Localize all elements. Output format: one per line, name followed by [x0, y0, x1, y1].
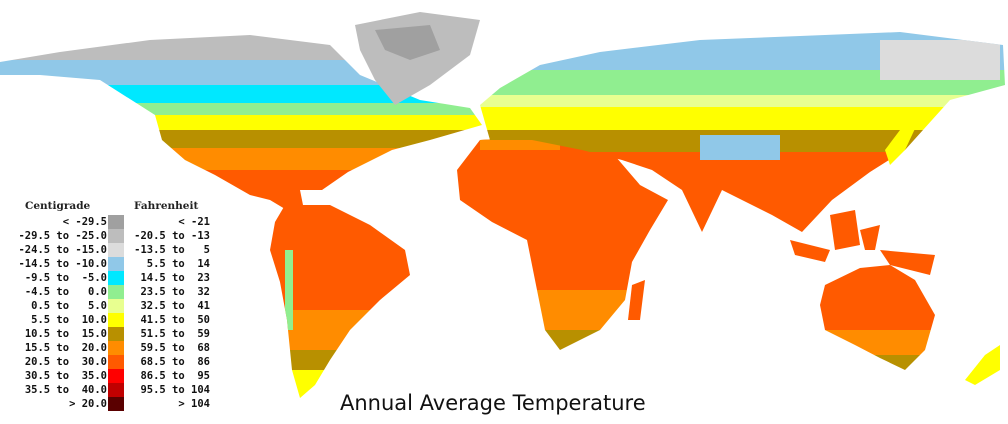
legend-swatch [108, 271, 124, 285]
legend-swatch [108, 383, 124, 397]
legend-swatch [108, 397, 124, 411]
legend-fahrenheit: 14.5 to 23 [140, 272, 210, 284]
legend-centigrade: < -29.5 [62, 216, 107, 228]
legend-swatch [108, 299, 124, 313]
legend-centigrade: 0.5 to 5.0 [31, 300, 107, 312]
legend-row: -14.5 to -10.0 5.5 to 14 [0, 257, 215, 271]
legend-fahrenheit: -20.5 to -13 [134, 230, 210, 242]
legend-row: < -29.5 < -21 [0, 215, 215, 229]
legend-fahrenheit: 41.5 to 50 [140, 314, 210, 326]
legend-fahrenheit: 23.5 to 32 [140, 286, 210, 298]
legend-fahrenheit: 5.5 to 14 [146, 258, 210, 270]
legend-fahrenheit: 51.5 to 59 [140, 328, 210, 340]
legend-swatch [108, 285, 124, 299]
legend-row: 0.5 to 5.0 32.5 to 41 [0, 299, 215, 313]
legend-row: -9.5 to -5.0 14.5 to 23 [0, 271, 215, 285]
legend-row: -4.5 to 0.0 23.5 to 32 [0, 285, 215, 299]
legend-fahrenheit: > 104 [178, 398, 210, 410]
legend-row: 10.5 to 15.0 51.5 to 59 [0, 327, 215, 341]
new-zealand [965, 345, 1000, 385]
legend-centigrade: -24.5 to -15.0 [18, 244, 107, 256]
legend-centigrade: 30.5 to 35.0 [24, 370, 107, 382]
japan [885, 110, 920, 165]
legend-fahrenheit: 59.5 to 68 [140, 342, 210, 354]
legend-row: -24.5 to -15.0 -13.5 to 5 [0, 243, 215, 257]
legend-row: 35.5 to 40.0 95.5 to 104 [0, 383, 215, 397]
legend-centigrade: 5.5 to 10.0 [31, 314, 107, 326]
legend-swatch [108, 369, 124, 383]
legend-centigrade: -4.5 to 0.0 [24, 286, 107, 298]
legend-fahrenheit: -13.5 to 5 [134, 244, 210, 256]
map-title: Annual Average Temperature [340, 391, 646, 415]
legend-swatch [108, 243, 124, 257]
legend-centigrade: -14.5 to -10.0 [18, 258, 107, 270]
legend-swatch [108, 341, 124, 355]
legend-row: 15.5 to 20.0 59.5 to 68 [0, 341, 215, 355]
legend-fahrenheit: 32.5 to 41 [140, 300, 210, 312]
fahrenheit-header: Fahrenheit [134, 200, 199, 212]
legend-swatch [108, 355, 124, 369]
legend-swatch [108, 313, 124, 327]
legend-centigrade: -9.5 to -5.0 [24, 272, 107, 284]
legend-fahrenheit: 68.5 to 86 [140, 356, 210, 368]
centigrade-header: Centigrade [25, 200, 91, 212]
legend-centigrade: > 20.0 [69, 398, 107, 410]
legend-centigrade: 35.5 to 40.0 [24, 384, 107, 396]
australia [820, 265, 935, 370]
legend-swatch [108, 215, 124, 229]
southeast-asia-islands [628, 210, 935, 320]
legend-row: 30.5 to 35.0 86.5 to 95 [0, 369, 215, 383]
legend-fahrenheit: < -21 [178, 216, 210, 228]
legend-fahrenheit: 86.5 to 95 [140, 370, 210, 382]
legend-row: 5.5 to 10.0 41.5 to 50 [0, 313, 215, 327]
legend-fahrenheit: 95.5 to 104 [140, 384, 210, 396]
legend-centigrade: 20.5 to 30.0 [24, 356, 107, 368]
legend-swatch [108, 327, 124, 341]
legend-swatch [108, 257, 124, 271]
legend-row: 20.5 to 30.0 68.5 to 86 [0, 355, 215, 369]
legend-centigrade: 10.5 to 15.0 [24, 328, 107, 340]
legend-centigrade: 15.5 to 20.0 [24, 342, 107, 354]
legend-centigrade: -29.5 to -25.0 [18, 230, 107, 242]
south-america [270, 205, 410, 398]
legend-row: > 20.0 > 104 [0, 397, 215, 411]
legend-row: -29.5 to -25.0 -20.5 to -13 [0, 229, 215, 243]
legend-swatch [108, 229, 124, 243]
